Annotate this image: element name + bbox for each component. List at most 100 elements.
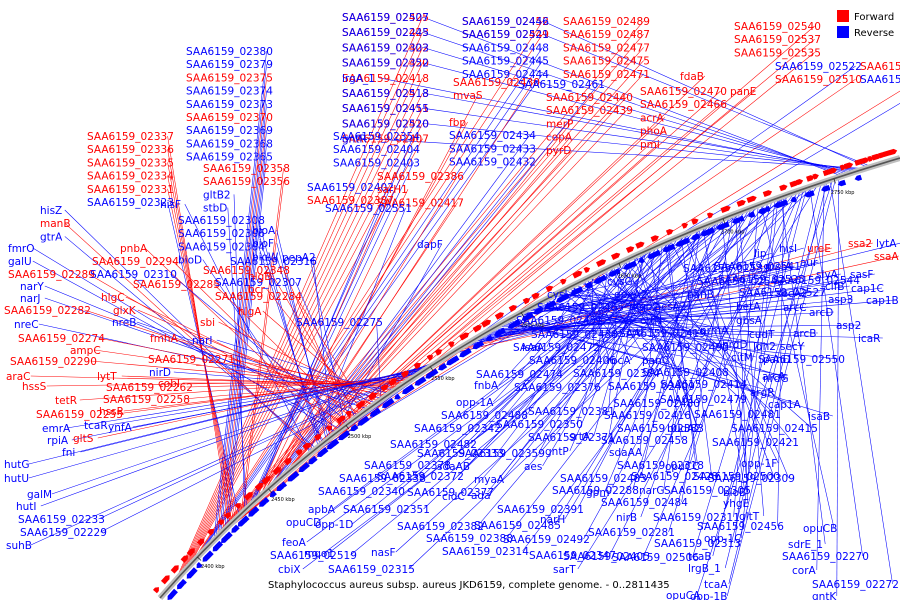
forward-gene-arrow: [843, 162, 854, 170]
connector-line: [497, 246, 655, 454]
reverse-gene-arrow: [180, 578, 187, 586]
connector-line: [569, 244, 660, 452]
gene-label: SAA6159_02446: [462, 16, 549, 28]
gene-label: gltT: [739, 511, 760, 523]
reverse-gene-arrow: [666, 243, 676, 251]
reverse-gene-arrow: [738, 215, 745, 222]
gene-label: opp-1C: [704, 533, 742, 545]
gene-label: tcaB: [688, 551, 712, 563]
forward-gene-arrow: [691, 218, 699, 225]
connector-line: [183, 378, 412, 400]
map-caption: Staphylococcus aureus subsp. aureus JKD6…: [268, 580, 670, 591]
gene-label: aur: [800, 257, 818, 269]
gene-label: crtN: [640, 315, 662, 327]
gene-label: SAA6159_02440: [546, 92, 633, 104]
gene-label: sdaAA: [609, 447, 643, 459]
gene-label: SAA6159_02410: [342, 118, 429, 130]
gene-label: isaB: [808, 411, 830, 423]
gene-label: SAA6159_02421: [712, 437, 799, 449]
connector-line: [500, 323, 839, 360]
gene-label: sarT: [553, 564, 576, 576]
tick-mark: [268, 488, 273, 493]
gene-label: sbi: [200, 317, 215, 329]
connector-line: [64, 222, 315, 451]
reverse-gene-arrow: [804, 190, 815, 198]
gene-label: SAA6159_02519: [270, 550, 357, 562]
gene-label: panC: [642, 355, 669, 367]
connector-line: [64, 209, 313, 453]
gene-label: SAA6159_02281: [588, 527, 675, 539]
gene-label: cbiX: [278, 564, 301, 576]
gene-label: ampC: [70, 345, 101, 357]
gene-label: bioD: [178, 255, 202, 267]
gene-label: crtI: [626, 327, 643, 339]
connector-line: [28, 364, 434, 465]
gene-label: SAA6159_02358: [203, 163, 290, 175]
reverse-gene-arrow: [544, 303, 551, 310]
connector-line: [444, 238, 674, 466]
gene-label: SAA6159_02402: [307, 182, 394, 194]
gene-label: SAA6159_02408: [642, 367, 729, 379]
reverse-gene-arrow: [638, 257, 645, 264]
gene-label: SAA6159_02466: [640, 99, 727, 111]
gene-label: gltB2: [203, 189, 231, 201]
connector-line: [683, 234, 774, 477]
gene-label: msrA: [765, 261, 793, 273]
gene-label: nrdG: [763, 373, 789, 385]
gene-label: SAA6159_02449: [462, 29, 549, 41]
gene-label: cudT: [749, 329, 775, 341]
connector-line: [463, 265, 790, 347]
connector-line: [571, 285, 612, 335]
forward-gene-arrow: [559, 278, 567, 285]
connector-line: [259, 189, 409, 497]
connector-line: [639, 243, 663, 453]
connector-line: [208, 25, 815, 546]
gene-label: SAA6159_02543: [697, 276, 784, 288]
connector-line: [422, 123, 863, 170]
legend-reverse-swatch: [837, 26, 849, 38]
tick-mark: [345, 425, 350, 430]
connector-line: [395, 192, 793, 553]
reverse-gene-arrow: [252, 506, 260, 513]
gene-label: SAA6159_02391: [497, 504, 584, 516]
forward-gene-arrow: [762, 190, 773, 198]
gene-label: SAA6159_02368: [186, 138, 273, 150]
connector-line: [80, 365, 432, 453]
reverse-gene-arrow: [374, 407, 381, 414]
gene-label: gntK: [812, 591, 837, 600]
connector-line: [735, 213, 749, 504]
gene-label: SAA6159_02270: [782, 551, 869, 563]
gene-label: SAA6159_02348: [203, 265, 290, 277]
gene-label: SAA6159_02347: [529, 550, 616, 562]
connector-line: [215, 64, 267, 539]
forward-gene-arrow: [243, 492, 253, 501]
connector-line: [474, 287, 883, 340]
gene-label: SAA6159_02474: [476, 369, 563, 381]
connector-line: [422, 31, 845, 176]
connector-line: [240, 167, 284, 514]
legend-reverse-label: Reverse: [854, 28, 894, 39]
gene-label: SAA6159_02439: [546, 105, 633, 117]
gene-label: SAA6159_02386: [377, 171, 464, 183]
gene-label: SAA6159_02350: [496, 419, 583, 431]
reverse-gene-arrow: [350, 424, 359, 432]
connector-line: [574, 284, 700, 334]
reverse-gene-arrow: [626, 260, 637, 269]
connector-line: [539, 302, 788, 379]
gene-label: SAA6159_02417: [377, 197, 464, 209]
tick-label: 2400 kbp: [201, 564, 225, 570]
connector-line: [494, 252, 642, 429]
gene-label: ssaA: [874, 251, 899, 263]
reverse-gene-arrow: [485, 334, 494, 342]
gene-label: SAA6159_02485: [474, 520, 561, 532]
connector-line: [667, 241, 697, 467]
gene-label: cap1B: [866, 295, 899, 307]
connector-line: [498, 229, 695, 480]
gene-label: hutU: [4, 473, 29, 485]
connector-line: [733, 205, 759, 518]
gene-label: icaR: [858, 333, 880, 345]
reverse-gene-arrow: [524, 312, 534, 320]
gene-label: pepA2: [282, 252, 316, 264]
connector-line: [328, 193, 790, 554]
forward-gene-arrow: [635, 241, 645, 249]
